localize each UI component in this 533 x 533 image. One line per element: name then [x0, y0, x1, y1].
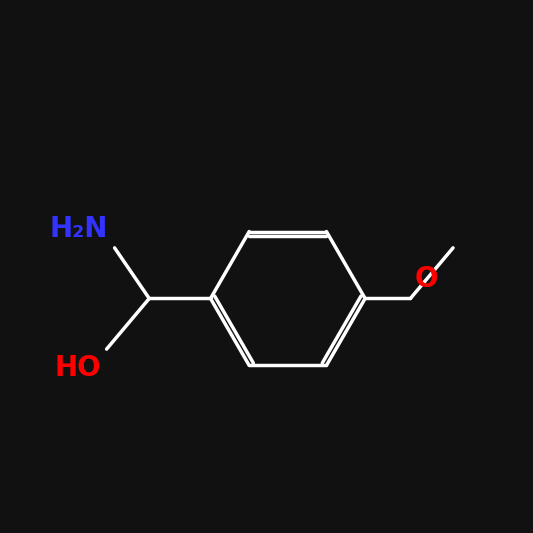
Text: HO: HO [55, 354, 101, 383]
Text: O: O [415, 265, 438, 293]
Text: H₂N: H₂N [50, 214, 108, 243]
